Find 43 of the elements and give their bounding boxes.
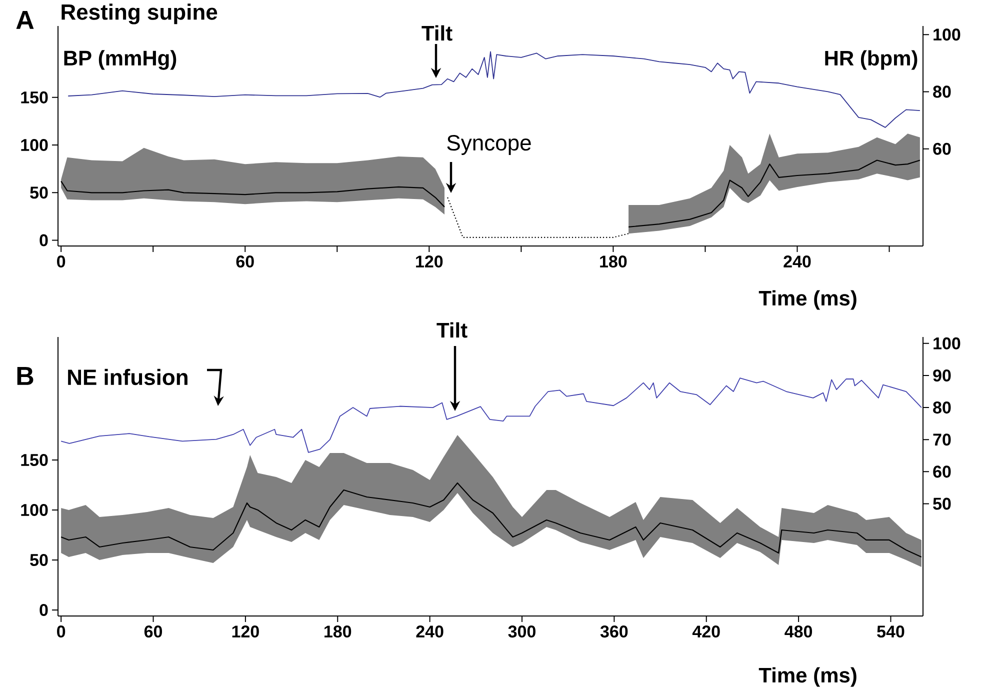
x-tick-label: 420 [692,626,720,638]
y-axis-title: BP (mmHg) [64,50,176,70]
y-tick-label: 0 [40,604,48,616]
x-tick-label: 0 [57,626,66,638]
y-tick-label: 150 [21,454,48,466]
y2-tick-label: 50 [933,498,951,510]
x-tick-label: 240 [416,626,444,638]
text: A [16,11,34,29]
y2-tick-label: 80 [933,86,951,98]
y2-tick-label: 70 [933,434,951,446]
x-tick-label: 120 [416,256,443,268]
x-tick-label: 480 [784,626,812,638]
y-tick-label: 100 [21,139,48,152]
y2-tick-label: 100 [934,28,960,41]
x-tick-label: 180 [324,626,352,638]
x-tick-label: 120 [232,626,259,638]
x-tick-label: 0 [57,256,66,268]
y-tick-label: 0 [40,234,48,246]
x-tick-label: 60 [144,626,162,638]
y-tick-label: 50 [30,554,48,566]
x-axis-title: Time (ms) [758,667,856,687]
y2-tick-label: 90 [933,369,951,382]
y2-tick-label: 100 [934,337,960,350]
y2-axis-title: HR (bpm) [825,50,918,70]
x-tick-label: 360 [600,626,628,638]
annotation: Tilt [436,322,468,338]
y2-tick-label: 60 [933,142,951,155]
y2-tick-label: 60 [933,466,951,478]
x-tick-label: 540 [877,626,904,638]
x-axis-title: Time (ms) [758,290,856,310]
annotation: Tilt [422,25,452,41]
y-tick-label: 100 [21,504,48,516]
y-tick-label: 50 [30,186,48,199]
annotation: Syncope [447,135,531,155]
x-tick-label: 240 [784,256,811,268]
y2-tick-label: 80 [933,402,951,414]
chart-title: Resting supine [62,4,218,24]
x-tick-label: 300 [508,626,536,638]
text: B [17,367,34,385]
annotation: NE infusion [68,368,188,386]
x-tick-label: 60 [236,256,254,268]
y-tick-label: 150 [21,91,48,104]
x-tick-label: 180 [600,256,627,268]
